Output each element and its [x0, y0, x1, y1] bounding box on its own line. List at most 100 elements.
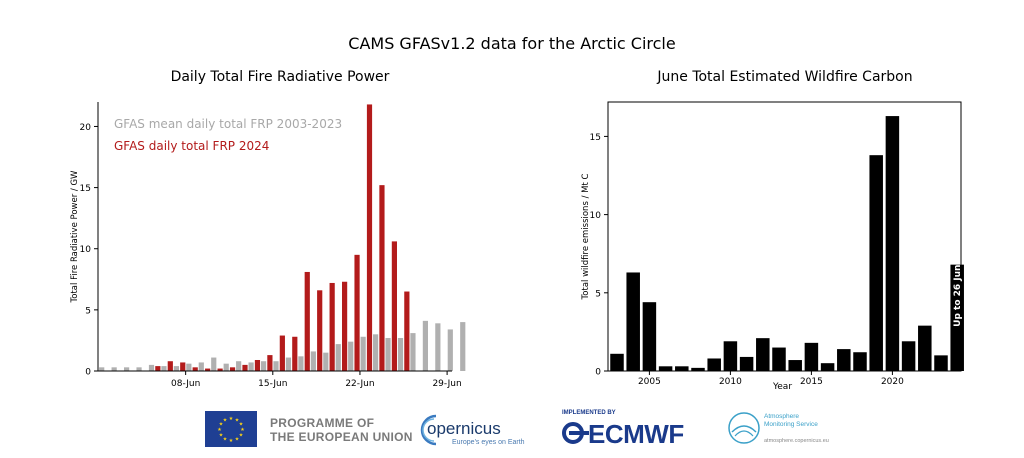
frp-y-tick-label: 10 [80, 245, 92, 255]
svg-text:★: ★ [239, 433, 244, 439]
svg-text:★: ★ [229, 416, 234, 422]
frp-2024-bar [180, 362, 186, 371]
ams-logo-icon [728, 412, 760, 444]
frp-mean-bar [161, 366, 167, 371]
frp-2024-bar [205, 368, 211, 371]
frp-2024-bar [292, 336, 298, 371]
frp-mean-bar [198, 362, 204, 371]
frp-2024-bar [229, 367, 236, 371]
frp-2024-bar [366, 104, 373, 371]
page-title: CAMS GFASv1.2 data for the Arctic Circle [348, 34, 676, 53]
eu-flag-logo: ★ ★ ★ ★ ★ ★ ★ ★ ★ ★ ★ ★ [205, 411, 257, 447]
frp-mean-bar [136, 367, 142, 371]
carbon-x-axis-label: Year [772, 382, 792, 392]
carbon-bar [626, 272, 640, 371]
frp-2024-bar [342, 281, 348, 371]
frp-2024-bar [304, 271, 310, 371]
frp-2024-bar [242, 364, 248, 371]
frp-mean-bar [310, 351, 316, 371]
carbon-bar [837, 349, 851, 371]
frp-mean-bar [148, 364, 155, 371]
implemented-by-label: IMPLEMENTED BY [562, 410, 616, 416]
svg-text:★: ★ [217, 427, 222, 433]
frp-mean-bar [335, 344, 341, 371]
carbon-bar [804, 342, 819, 371]
carbon-bar [610, 353, 624, 371]
carbon-bar [642, 302, 657, 371]
frp-2024-bar [155, 366, 161, 371]
carbon-y-tick-label: 5 [595, 289, 601, 299]
copernicus-tagline: Europe's eyes on Earth [452, 439, 525, 446]
carbon-x-tick-label: 2005 [638, 377, 661, 387]
frp-mean-bar [410, 333, 416, 371]
frp-mean-bar [248, 362, 254, 371]
frp-mean-bar [360, 336, 366, 371]
frp-mean-bar [298, 356, 304, 371]
frp-legend-2024: GFAS daily total FRP 2024 [114, 139, 269, 153]
carbon-plot-frame [607, 101, 962, 372]
frp-2024-bar [217, 368, 223, 371]
frp-mean-bar [397, 337, 404, 371]
frp-mean-bar [124, 367, 130, 371]
frp-mean-bar [173, 366, 179, 371]
ams-line-2: Monitoring Service [764, 420, 818, 428]
frp-mean-bar [385, 337, 391, 371]
frp-mean-bar [273, 361, 279, 371]
frp-2024-bar [317, 290, 323, 371]
copernicus-logo [420, 414, 437, 446]
eu-line-1: PROGRAMME OF [270, 416, 375, 430]
svg-text:★: ★ [219, 422, 224, 428]
carbon-chart-title: June Total Estimated Wildfire Carbon [657, 69, 913, 85]
carbon-bar [772, 347, 786, 371]
frp-2024-bar [329, 282, 335, 371]
frp-2024-bar [391, 241, 397, 371]
frp-legend-mean: GFAS mean daily total FRP 2003-2023 [114, 117, 342, 131]
frp-x-tick-label: 15-Jun [258, 379, 287, 389]
carbon-bar [658, 366, 673, 371]
carbon-y-tick-label: 10 [590, 211, 602, 221]
frp-mean-bar [285, 357, 292, 371]
frp-2024-bar [167, 361, 173, 371]
svg-text:★: ★ [240, 427, 245, 433]
carbon-bar [869, 155, 883, 371]
frp-y-tick-label: 15 [80, 184, 91, 194]
svg-text:★: ★ [239, 422, 244, 428]
frp-y-tick-label: 20 [80, 123, 92, 133]
frp-mean-bar [260, 361, 267, 371]
frp-2024-bar [354, 254, 360, 371]
svg-text:★: ★ [223, 437, 228, 443]
carbon-bar [901, 341, 916, 371]
frp-mean-bar [111, 367, 117, 371]
carbon-x-tick-label: 2010 [719, 377, 742, 387]
carbon-y-tick-label: 15 [590, 133, 601, 143]
carbon-bar [691, 367, 705, 371]
svg-text:★: ★ [229, 438, 234, 444]
frp-mean-bar [211, 357, 217, 371]
frp-2024-bar [254, 359, 261, 371]
carbon-bar [723, 341, 738, 371]
eu-line-2: THE EUROPEAN UNION [270, 430, 413, 444]
frp-y-tick-label: 0 [85, 368, 91, 378]
carbon-annotation: Up to 26 June [953, 258, 963, 326]
frp-chart-title: Daily Total Fire Radiative Power [170, 69, 390, 85]
carbon-bar [853, 352, 867, 371]
frp-2024-bar [267, 355, 273, 371]
svg-text:★: ★ [219, 433, 224, 439]
frp-mean-bar [223, 363, 229, 371]
copernicus-wordmark: opernicus [427, 419, 501, 438]
frp-x-tick-label: 29-Jun [432, 379, 461, 389]
carbon-bar [885, 116, 900, 371]
carbon-bar [820, 363, 835, 371]
ecmwf-wordmark: ECMWF [588, 419, 684, 449]
frp-2024-bar [404, 291, 410, 371]
svg-text:★: ★ [223, 418, 228, 424]
frp-mean-bar [99, 367, 105, 371]
carbon-bar [918, 325, 932, 371]
carbon-bar [934, 355, 948, 371]
ecmwf-symbol-icon [562, 422, 589, 444]
frp-mean-bar [460, 322, 466, 371]
frp-x-tick-label: 22-Jun [345, 379, 374, 389]
eu-programme-label: PROGRAMME OF THE EUROPEAN UNION [270, 416, 413, 444]
ams-line-1: Atmosphere [764, 413, 800, 420]
